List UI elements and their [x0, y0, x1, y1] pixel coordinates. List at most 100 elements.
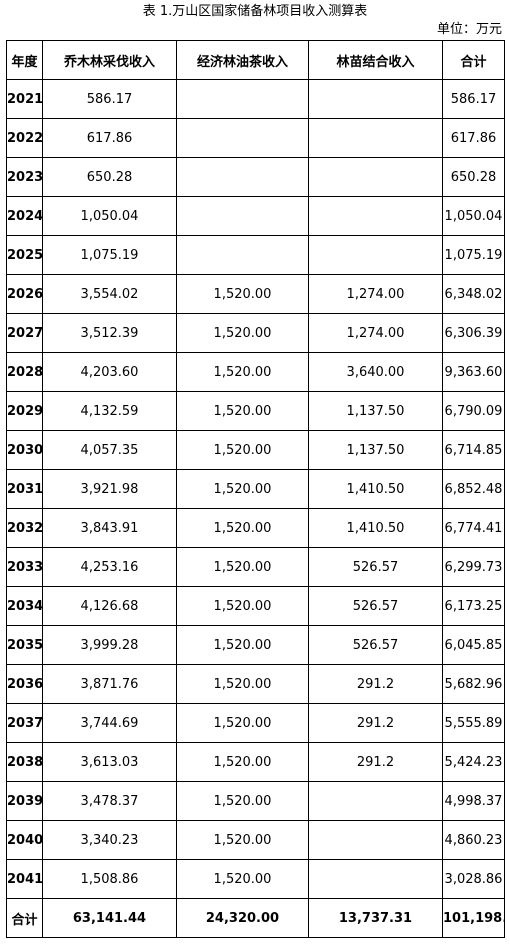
header-oil-tea-income: 经济林油茶收入: [176, 40, 309, 80]
cell-timber-income: 3,554.02: [42, 274, 177, 314]
cell-total: 6,306.39: [442, 313, 505, 353]
cell-total: 650.28: [442, 157, 505, 197]
cell-oil-tea-income: 1,520.00: [176, 703, 309, 743]
table-row: 2021 586.17 586.17: [6, 79, 505, 119]
cell-year: 2038: [6, 742, 43, 782]
cell-seedling-income: 291.2: [308, 703, 443, 743]
cell-timber-income: 4,203.60: [42, 352, 177, 392]
table-row: 2027 3,512.39 1,520.00 1,274.00 6,306.39: [6, 313, 505, 353]
table-title: 表 1.万山区国家储备林项目收入测算表: [142, 4, 368, 19]
table-row: 2022 617.86 617.86: [6, 118, 505, 158]
cell-timber-income: 4,126.68: [42, 586, 177, 626]
cell-oil-tea-income: 1,520.00: [176, 781, 309, 821]
cell-seedling-income: 1,274.00: [308, 274, 443, 314]
cell-timber-income: 650.28: [42, 157, 177, 197]
cell-oil-tea-income: 1,520.00: [176, 469, 309, 509]
cell-oil-tea-income: 1,520.00: [176, 664, 309, 704]
cell-oil-tea-income: [176, 79, 309, 119]
table-row: 2040 3,340.23 1,520.00 4,860.23: [6, 820, 505, 860]
cell-oil-tea-income: [176, 157, 309, 197]
cell-timber-income: 3,478.37: [42, 781, 177, 821]
cell-year: 2031: [6, 469, 43, 509]
cell-year: 2037: [6, 703, 43, 743]
cell-seedling-income: 1,274.00: [308, 313, 443, 353]
cell-year: 2035: [6, 625, 43, 665]
cell-oil-tea-income: [176, 196, 309, 236]
cell-total: 5,555.89: [442, 703, 505, 743]
cell-year: 2022: [6, 118, 43, 158]
cell-seedling-income: 1,137.50: [308, 430, 443, 470]
cell-seedling-income: [308, 118, 443, 158]
cell-oil-tea-income: [176, 118, 309, 158]
cell-seedling-income: [308, 196, 443, 236]
cell-oil-tea-income: 1,520.00: [176, 586, 309, 626]
cell-total: 5,424.23: [442, 742, 505, 782]
totals-seedling: 13,737.31: [308, 898, 443, 938]
cell-total: 6,045.85: [442, 625, 505, 665]
cell-oil-tea-income: 1,520.00: [176, 274, 309, 314]
cell-total: 4,860.23: [442, 820, 505, 860]
cell-timber-income: 617.86: [42, 118, 177, 158]
table-row: 2023 650.28 650.28: [6, 157, 505, 197]
cell-timber-income: 3,871.76: [42, 664, 177, 704]
cell-year: 2032: [6, 508, 43, 548]
table-row: 2038 3,613.03 1,520.00 291.2 5,424.23: [6, 742, 505, 782]
cell-seedling-income: [308, 781, 443, 821]
cell-timber-income: 4,057.35: [42, 430, 177, 470]
cell-timber-income: 3,512.39: [42, 313, 177, 353]
cell-total: 6,714.85: [442, 430, 505, 470]
cell-year: 2039: [6, 781, 43, 821]
table-row: 2029 4,132.59 1,520.00 1,137.50 6,790.09: [6, 391, 505, 431]
cell-year: 2021: [6, 79, 43, 119]
cell-seedling-income: [308, 79, 443, 119]
cell-year: 2040: [6, 820, 43, 860]
cell-year: 2026: [6, 274, 43, 314]
cell-seedling-income: 291.2: [308, 742, 443, 782]
cell-year: 2041: [6, 859, 43, 899]
cell-seedling-income: [308, 157, 443, 197]
table-row: 2025 1,075.19 1,075.19: [6, 235, 505, 275]
table-row: 2033 4,253.16 1,520.00 526.57 6,299.73: [6, 547, 505, 587]
table-row: 2035 3,999.28 1,520.00 526.57 6,045.85: [6, 625, 505, 665]
table-row: 2031 3,921.98 1,520.00 1,410.50 6,852.48: [6, 469, 505, 509]
cell-oil-tea-income: 1,520.00: [176, 625, 309, 665]
cell-total: 5,682.96: [442, 664, 505, 704]
cell-timber-income: 4,253.16: [42, 547, 177, 587]
cell-total: 6,790.09: [442, 391, 505, 431]
cell-year: 2033: [6, 547, 43, 587]
table-row: 2024 1,050.04 1,050.04: [6, 196, 505, 236]
table-row: 2034 4,126.68 1,520.00 526.57 6,173.25: [6, 586, 505, 626]
cell-total: 586.17: [442, 79, 505, 119]
cell-timber-income: 1,050.04: [42, 196, 177, 236]
header-row: 年度 乔木林采伐收入 经济林油茶收入 林苗结合收入 合计: [6, 40, 505, 80]
cell-year: 2023: [6, 157, 43, 197]
cell-timber-income: 3,613.03: [42, 742, 177, 782]
revenue-table: 年度 乔木林采伐收入 经济林油茶收入 林苗结合收入 合计 2021 586.17 5…: [6, 40, 505, 938]
cell-oil-tea-income: [176, 235, 309, 275]
cell-seedling-income: 1,410.50: [308, 508, 443, 548]
cell-year: 2027: [6, 313, 43, 353]
cell-total: 3,028.86: [442, 859, 505, 899]
cell-year: 2025: [6, 235, 43, 275]
cell-total: 6,173.25: [442, 586, 505, 626]
totals-total: 101,198.75: [442, 898, 505, 938]
header-total: 合计: [442, 40, 505, 80]
cell-timber-income: 586.17: [42, 79, 177, 119]
cell-timber-income: 3,843.91: [42, 508, 177, 548]
cell-total: 4,998.37: [442, 781, 505, 821]
table-row: 2036 3,871.76 1,520.00 291.2 5,682.96: [6, 664, 505, 704]
totals-timber: 63,141.44: [42, 898, 177, 938]
table-row: 2026 3,554.02 1,520.00 1,274.00 6,348.02: [6, 274, 505, 314]
table-row: 2028 4,203.60 1,520.00 3,640.00 9,363.60: [6, 352, 505, 392]
cell-seedling-income: 526.57: [308, 625, 443, 665]
cell-seedling-income: [308, 235, 443, 275]
totals-oil-tea: 24,320.00: [176, 898, 309, 938]
cell-total: 617.86: [442, 118, 505, 158]
cell-timber-income: 1,508.86: [42, 859, 177, 899]
cell-seedling-income: [308, 820, 443, 860]
cell-seedling-income: 3,640.00: [308, 352, 443, 392]
unit-label: 单位：万元: [436, 22, 502, 37]
cell-oil-tea-income: 1,520.00: [176, 391, 309, 431]
totals-row: 合计 63,141.44 24,320.00 13,737.31 101,198…: [6, 898, 505, 938]
table-row: 2041 1,508.86 1,520.00 3,028.86: [6, 859, 505, 899]
